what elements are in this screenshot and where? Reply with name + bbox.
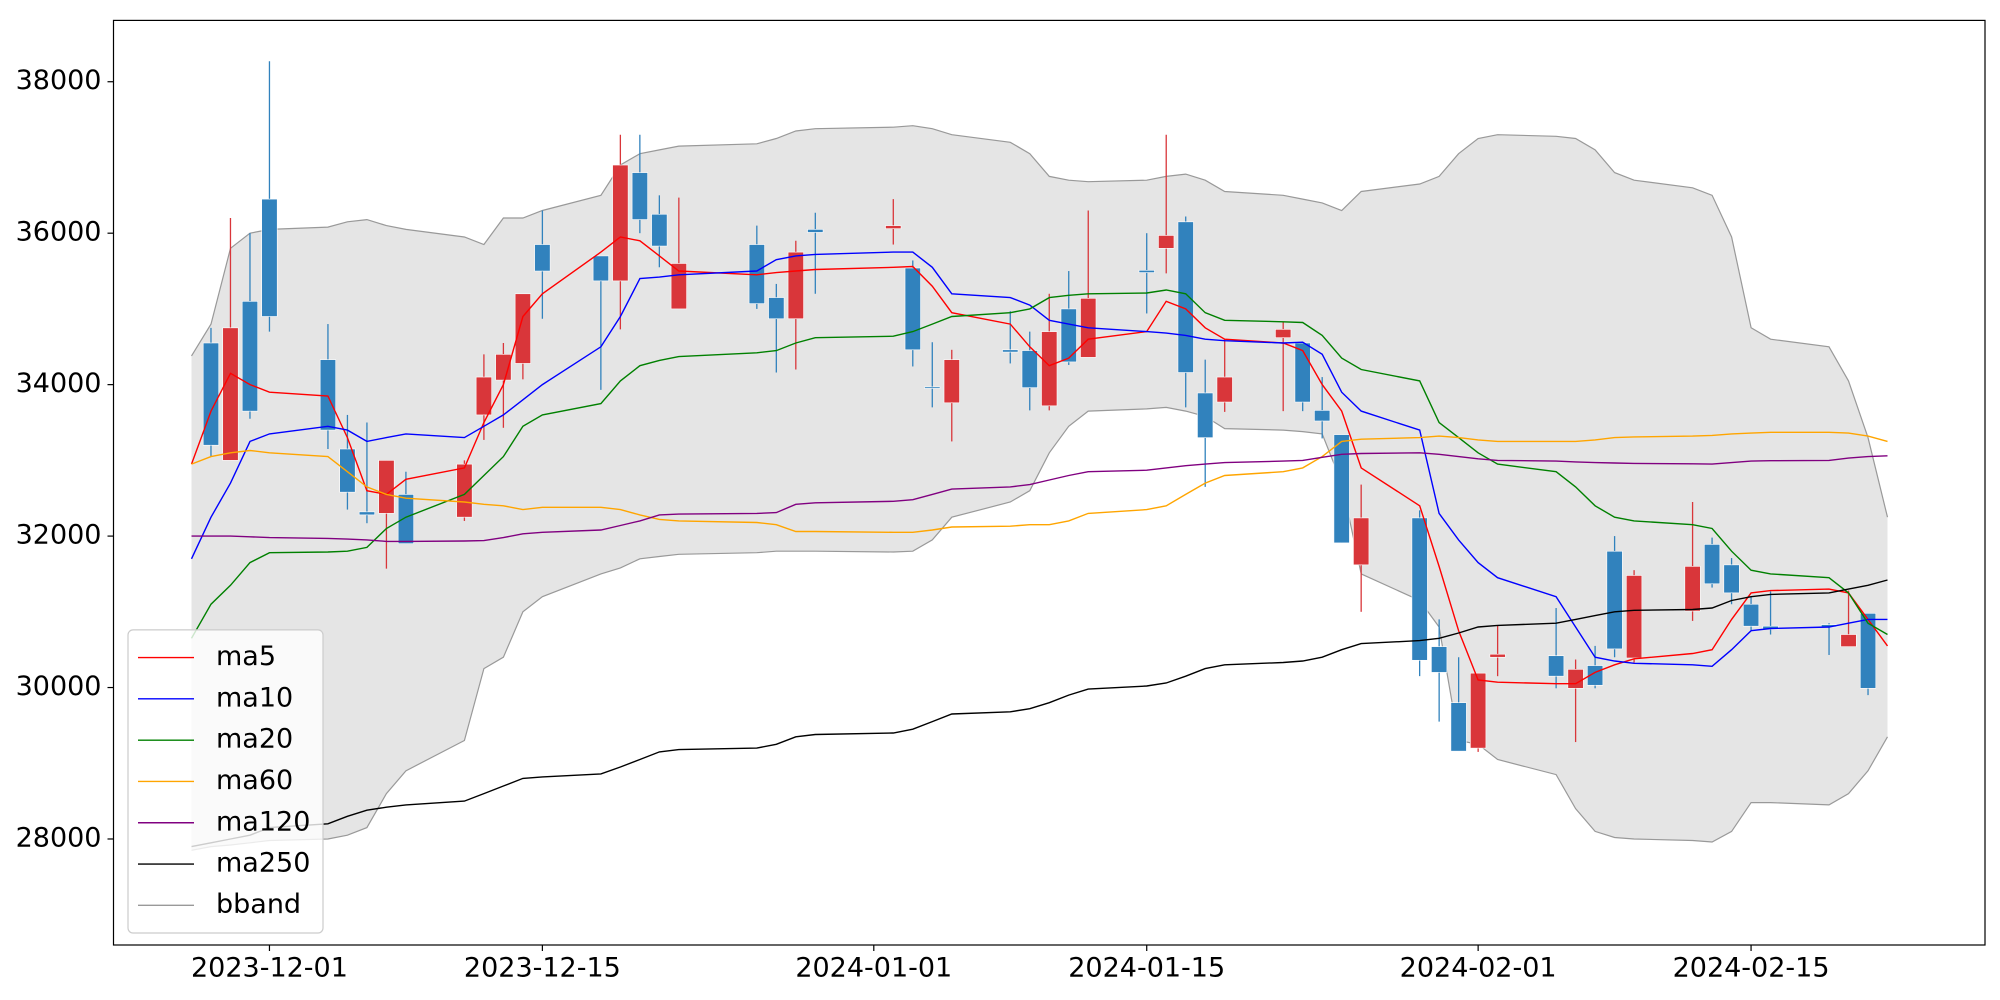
legend-label: bband: [216, 889, 301, 920]
candle-body: [1548, 655, 1565, 677]
candle-body: [514, 293, 531, 364]
plot-frame: [112, 19, 1986, 946]
y-tick-label: 30000: [16, 671, 102, 702]
candle-body: [1840, 634, 1857, 647]
x-tick-label: 2024-01-15: [1068, 953, 1225, 984]
x-tick-label: 2023-12-01: [191, 953, 348, 984]
candle-body: [1723, 564, 1740, 594]
x-tick-label: 2024-02-01: [1400, 953, 1557, 984]
candle-body: [1158, 235, 1175, 249]
legend-label: ma60: [216, 765, 293, 796]
candle-body: [1626, 575, 1643, 659]
legend-label: ma10: [216, 682, 293, 713]
candle-body: [1138, 269, 1155, 273]
series-line: [190, 125, 1889, 518]
candle-body: [475, 376, 492, 416]
candle-body: [456, 463, 473, 518]
candle-body: [1704, 544, 1721, 585]
y-tick-label: 36000: [16, 217, 102, 248]
candle-body: [378, 460, 395, 514]
candle-body: [1606, 550, 1623, 650]
series-line: [191, 431, 1888, 533]
band-layer: [190, 125, 1889, 851]
candle-body: [651, 213, 668, 247]
legend: ma5 ma10 ma20 ma60 ma120 ma250 bband: [127, 629, 324, 934]
candle-body: [1567, 669, 1584, 689]
candle-body: [612, 164, 629, 282]
axes-layer: 28000 30000 32000 34000 36000 38000 2023-12-01…: [16, 19, 1986, 984]
candle-body: [397, 494, 414, 544]
candle-body: [202, 342, 220, 446]
candle-body: [1470, 672, 1487, 749]
x-tick-label: 2024-02-15: [1673, 953, 1830, 984]
line-layer: [190, 236, 1889, 848]
candle-body: [1002, 349, 1019, 353]
series-line: [191, 579, 1888, 848]
candle-body: [1333, 434, 1350, 544]
y-tick-label: 34000: [16, 368, 102, 399]
candle-body: [768, 297, 785, 320]
candle-body: [1353, 517, 1370, 566]
candle-body: [631, 172, 648, 220]
candle-body: [1684, 566, 1701, 612]
y-tick-label: 28000: [16, 822, 102, 853]
candle-body: [924, 386, 941, 389]
candle-body: [904, 267, 921, 351]
candle-body: [1450, 702, 1467, 752]
candle-body: [358, 511, 375, 516]
legend-box: [127, 629, 324, 934]
candle-body: [222, 327, 239, 461]
candle-body: [1314, 410, 1331, 422]
candle-body: [943, 359, 960, 404]
candle-body: [1060, 308, 1077, 363]
x-tick-label: 2023-12-15: [464, 953, 621, 984]
y-tick-label: 32000: [16, 520, 102, 551]
series-line: [190, 289, 1888, 639]
candle-layer: [202, 61, 1877, 752]
x-tick-label: 2024-01-01: [795, 953, 952, 984]
candle-body: [1431, 646, 1448, 673]
candle-body: [1021, 350, 1038, 388]
y-tick-label: 38000: [16, 65, 102, 96]
candle-body: [1859, 613, 1877, 689]
series-line: [191, 452, 1888, 543]
candle-body: [1743, 603, 1760, 627]
legend-label: ma250: [216, 848, 310, 879]
candle-body: [807, 229, 824, 233]
candle-body: [534, 244, 551, 272]
candle-body: [261, 198, 278, 317]
candle-body: [339, 448, 356, 493]
series-line: [190, 236, 1889, 685]
bband-fill: [191, 125, 1888, 851]
candle-body: [1411, 517, 1428, 661]
candle-body: [241, 301, 259, 412]
candle-body: [319, 359, 336, 431]
candle-body: [885, 225, 902, 229]
candle-body: [1275, 329, 1292, 338]
candle-body: [592, 255, 609, 282]
legend-label: ma5: [216, 641, 276, 672]
series-line: [190, 251, 1888, 668]
candle-body: [1197, 392, 1214, 438]
candle-body: [787, 251, 804, 320]
legend-label: ma120: [216, 806, 310, 837]
candle-body: [1216, 376, 1233, 403]
candle-body: [1489, 653, 1506, 658]
series-line: [191, 406, 1889, 851]
legend-label: ma20: [216, 724, 293, 755]
candle-body: [1177, 221, 1194, 373]
candle-body: [495, 354, 512, 381]
candle-body: [1041, 331, 1058, 407]
